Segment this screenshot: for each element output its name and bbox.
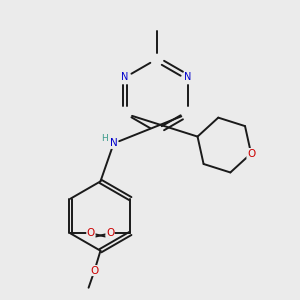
Text: N: N	[122, 72, 129, 82]
Text: O: O	[87, 228, 95, 239]
Text: H: H	[101, 134, 108, 143]
Text: O: O	[247, 148, 255, 158]
Text: N: N	[110, 138, 118, 148]
Text: O: O	[106, 228, 114, 239]
Text: O: O	[90, 266, 99, 275]
Text: N: N	[184, 72, 192, 82]
